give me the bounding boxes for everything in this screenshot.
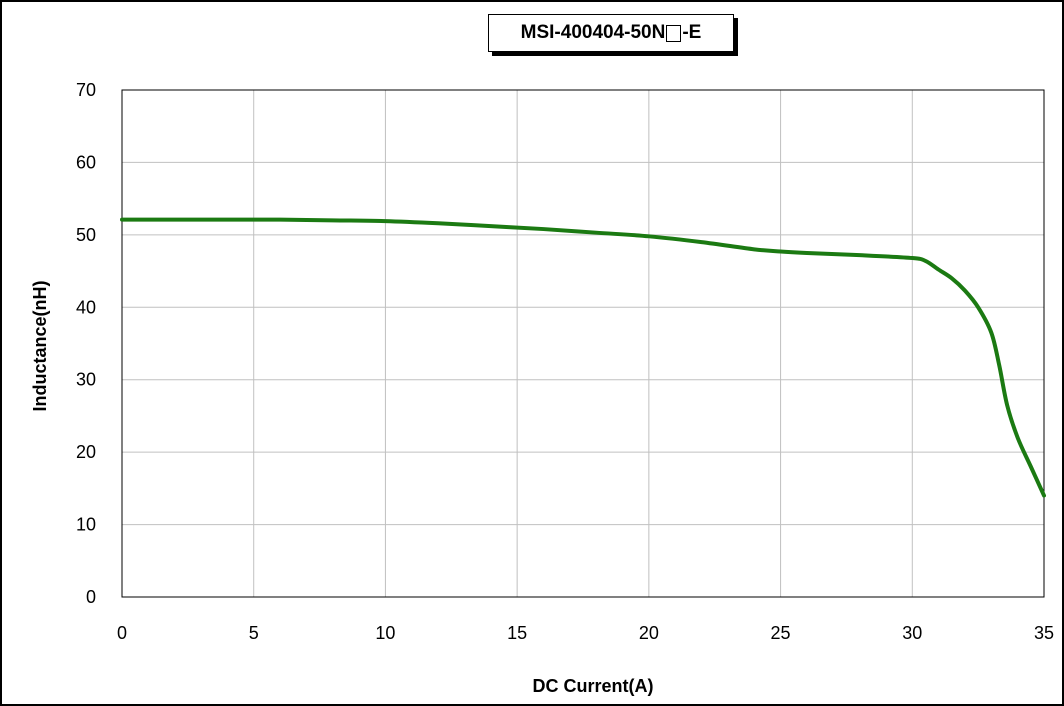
- x-tick-label: 20: [639, 623, 659, 643]
- x-tick-label: 30: [902, 623, 922, 643]
- chart-title-suffix: -E: [682, 22, 702, 43]
- y-tick-label: 70: [76, 80, 96, 100]
- plot-frame: [121, 89, 1045, 598]
- y-tick-label: 60: [76, 152, 96, 172]
- x-tick-label: 25: [771, 623, 791, 643]
- checkbox-glyph: [666, 24, 682, 42]
- y-tick-label: 40: [76, 297, 96, 317]
- x-tick-label: 5: [249, 623, 259, 643]
- y-tick-label: 10: [76, 515, 96, 535]
- chart-title-prefix: MSI-400404-50N: [520, 22, 666, 43]
- x-tick-label: 0: [117, 623, 127, 643]
- chart-title-box: MSI-400404-50N -E: [488, 14, 734, 52]
- x-tick-label: 10: [375, 623, 395, 643]
- series-line: [120, 217, 1046, 498]
- y-tick-label: 0: [86, 587, 96, 607]
- y-tick-label: 50: [76, 225, 96, 245]
- y-axis-title: Inductance(nH): [30, 280, 50, 411]
- y-tick-label: 20: [76, 442, 96, 462]
- x-tick-label: 35: [1034, 623, 1054, 643]
- x-axis-title: DC Current(A): [533, 676, 654, 696]
- y-tick-label: 30: [76, 370, 96, 390]
- x-tick-label: 15: [507, 623, 527, 643]
- grid: [122, 90, 1044, 597]
- tick-labels: 0 5 10 15 20 25 30 35 0 10 20 30 40 50 60 70: [76, 80, 1054, 643]
